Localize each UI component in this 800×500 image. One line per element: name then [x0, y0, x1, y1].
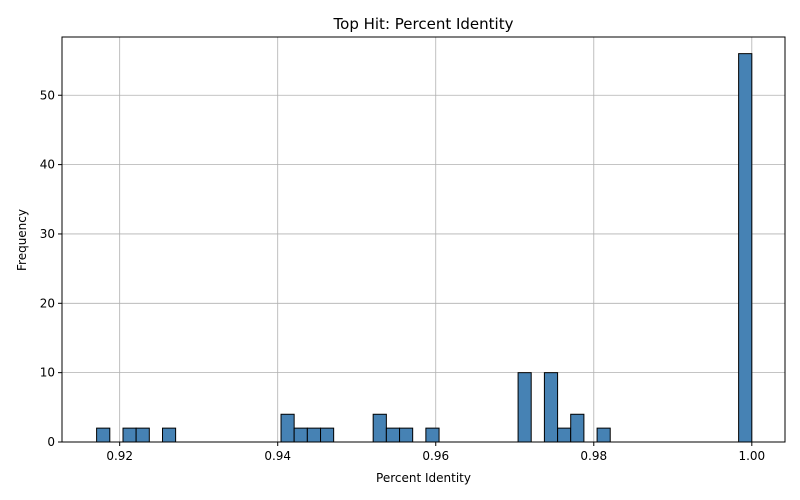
histogram-bar [570, 413, 585, 443]
y-tick-label: 0 [47, 435, 55, 449]
plot-frame [61, 36, 786, 443]
histogram-bar [162, 427, 177, 443]
y-tick-label: 10 [40, 366, 55, 380]
histogram-bar [122, 427, 137, 443]
histogram-bar [596, 427, 611, 443]
grid-lines [62, 37, 785, 443]
y-axis-ticks: 0 10 20 30 40 50 [40, 88, 62, 449]
histogram-bar [399, 427, 414, 443]
x-tick-label: 0.94 [264, 449, 291, 463]
x-tick-label: 0.96 [422, 449, 449, 463]
histogram-bar [557, 427, 572, 443]
histogram-bar [372, 413, 387, 443]
x-axis-label: Percent Identity [376, 471, 471, 485]
chart-title: Top Hit: Percent Identity [333, 15, 514, 33]
y-tick-label: 40 [40, 158, 55, 172]
x-tick-label: 0.92 [106, 449, 133, 463]
histogram-bar [135, 427, 150, 443]
x-tick-label: 0.98 [580, 449, 607, 463]
y-axis-label: Frequency [15, 209, 29, 271]
histogram-bar [517, 372, 532, 443]
histogram-bar [293, 427, 308, 443]
histogram-bar [320, 427, 335, 443]
y-tick-label: 30 [40, 227, 55, 241]
histogram-bar [738, 53, 753, 443]
histogram-bar [385, 427, 401, 443]
y-tick-label: 20 [40, 296, 55, 310]
x-axis-ticks: 0.92 0.94 0.96 0.98 1.00 [106, 442, 765, 463]
histogram-bar [543, 372, 559, 443]
histogram-bar [306, 427, 322, 443]
histogram-bar [425, 427, 440, 443]
x-tick-label: 1.00 [738, 449, 765, 463]
histogram-bar [96, 427, 111, 443]
histogram-bar [280, 413, 295, 443]
y-tick-label: 50 [40, 88, 55, 102]
